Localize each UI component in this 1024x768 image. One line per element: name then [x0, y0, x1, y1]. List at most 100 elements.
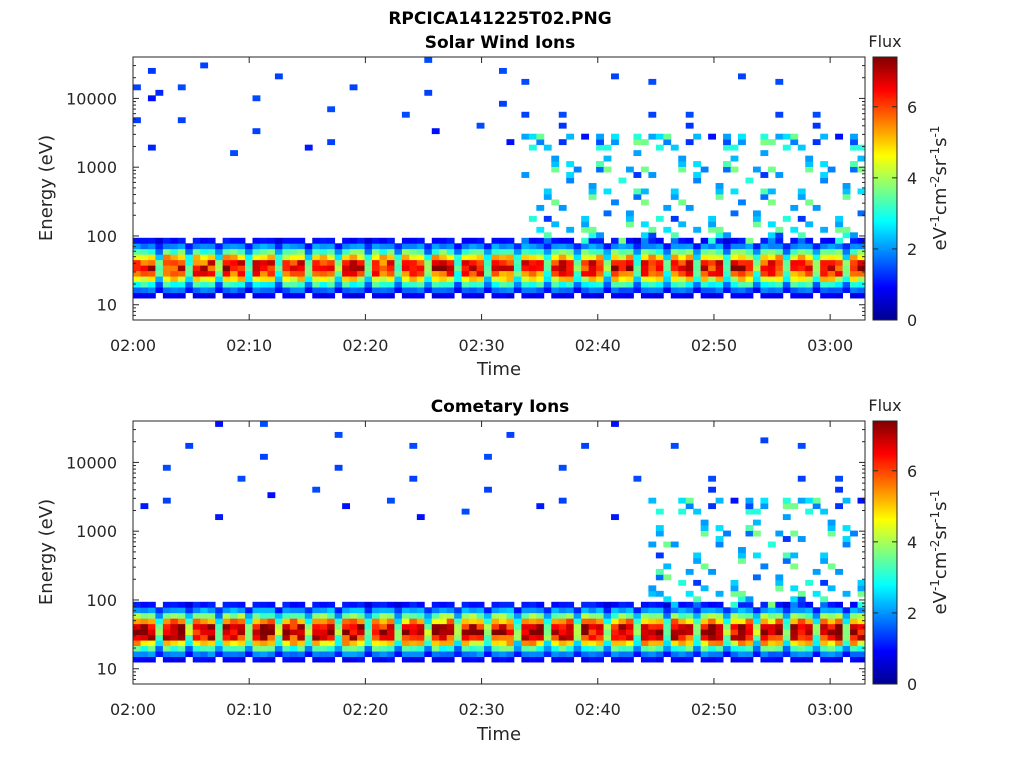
spectrogram-cell: [349, 645, 358, 652]
colorbar-tick-label: 0: [907, 675, 917, 694]
spectrogram-cell: [655, 215, 664, 222]
spectrogram-cell: [446, 634, 455, 641]
spectrogram-cell: [245, 645, 253, 652]
spectrogram-cell: [342, 276, 351, 283]
spectrogram-cell: [259, 421, 268, 427]
spectrogram-cell: [133, 237, 141, 244]
plot-frame: [132, 56, 866, 321]
spectrogram-cell: [237, 629, 246, 636]
spectrogram-cell: [409, 270, 418, 277]
spectrogram-cell: [379, 640, 388, 647]
spectrogram-cell: [738, 590, 746, 597]
spectrogram-cell: [715, 536, 724, 542]
spectrogram-cell: [805, 237, 814, 244]
spectrogram-cell: [185, 640, 194, 647]
spectrogram-cell: [850, 645, 858, 652]
spectrogram-cell: [752, 281, 761, 288]
spectrogram-cell: [596, 243, 604, 250]
spectrogram-cell: [409, 254, 418, 261]
spectrogram-cell: [245, 287, 253, 294]
spectrogram-cell: [782, 557, 791, 564]
spectrogram-cell: [850, 601, 858, 608]
spectrogram-cell: [812, 503, 821, 510]
spectrogram-cell: [536, 243, 545, 250]
spectrogram-cell: [543, 144, 552, 151]
spectrogram-cell: [469, 651, 477, 658]
spectrogram-cell: [484, 276, 492, 283]
spectrogram-cell: [857, 590, 866, 597]
spectrogram-cell: [603, 629, 612, 636]
spectrogram-cell: [775, 265, 784, 272]
spectrogram-cell: [289, 270, 298, 277]
spectrogram-cell: [640, 276, 649, 283]
spectrogram-cell: [499, 67, 507, 74]
spectrogram-cell: [790, 292, 799, 299]
spectrogram-cell: [835, 265, 843, 272]
colorbar-tick-label: 4: [907, 533, 917, 552]
spectrogram-cell: [431, 656, 440, 663]
spectrogram-cell: [730, 243, 739, 250]
spectrogram-cell: [424, 651, 433, 658]
spectrogram-cell: [312, 287, 321, 294]
spectrogram-cell: [528, 607, 537, 614]
spectrogram-cell: [506, 292, 515, 299]
spectrogram-cell: [775, 640, 784, 647]
spectrogram-cell: [461, 292, 470, 299]
spectrogram-cell: [528, 281, 537, 288]
spectrogram-cell: [551, 645, 560, 652]
spectrogram-cell: [416, 601, 425, 608]
spectrogram-cell: [551, 612, 560, 619]
spectrogram-cell: [596, 281, 604, 288]
spectrogram-cell: [259, 640, 268, 647]
spectrogram-cell: [282, 292, 291, 299]
spectrogram-cell: [790, 607, 799, 614]
spectrogram-cell: [252, 237, 261, 244]
spectrogram-cell: [745, 612, 754, 619]
spectrogram-cell: [267, 634, 276, 641]
spectrogram-cell: [342, 243, 351, 250]
spectrogram-cell: [499, 601, 507, 608]
spectrogram-cell: [611, 514, 619, 521]
spectrogram-cell: [200, 287, 209, 294]
spectrogram-cell: [259, 281, 268, 288]
spectrogram-cell: [230, 645, 238, 652]
spectrogram-cell: [558, 265, 567, 272]
spectrogram-cell: [842, 287, 851, 294]
spectrogram-cell: [596, 276, 604, 283]
spectrogram-cell: [401, 287, 410, 294]
spectrogram-cell: [521, 623, 530, 630]
spectrogram-cell: [327, 106, 336, 113]
spectrogram-cell: [177, 254, 186, 261]
spectrogram-cell: [319, 276, 328, 283]
spectrogram-cell: [237, 612, 246, 619]
spectrogram-cell: [738, 133, 746, 140]
spectrogram-cell: [566, 237, 575, 244]
spectrogram-cell: [760, 612, 769, 619]
spectrogram-cell: [752, 607, 761, 614]
spectrogram-cell: [640, 254, 649, 261]
spectrogram-cell: [678, 618, 687, 625]
spectrogram-cell: [775, 623, 784, 630]
spectrogram-cell: [484, 618, 492, 625]
spectrogram-cell: [648, 629, 657, 636]
spectrogram-cell: [401, 634, 410, 641]
spectrogram-cell: [416, 254, 425, 261]
spectrogram-cell: [304, 144, 313, 151]
spectrogram-cell: [767, 259, 776, 266]
spectrogram-cell: [200, 292, 209, 299]
spectrogram-cell: [573, 607, 582, 614]
spectrogram-cell: [812, 122, 821, 129]
spectrogram-cell: [805, 155, 814, 162]
spectrogram-cell: [670, 623, 679, 630]
spectrogram-cell: [274, 281, 283, 288]
spectrogram-cell: [633, 265, 642, 272]
spectrogram-cell: [782, 536, 791, 542]
spectrogram-cell: [670, 254, 679, 261]
spectrogram-cell: [304, 629, 313, 636]
spectrogram-cell: [506, 237, 515, 244]
spectrogram-cell: [670, 144, 679, 151]
spectrogram-cell: [588, 607, 597, 614]
spectrogram-cell: [424, 623, 433, 630]
spectrogram-cell: [491, 629, 500, 636]
spectrogram-cell: [797, 248, 806, 255]
